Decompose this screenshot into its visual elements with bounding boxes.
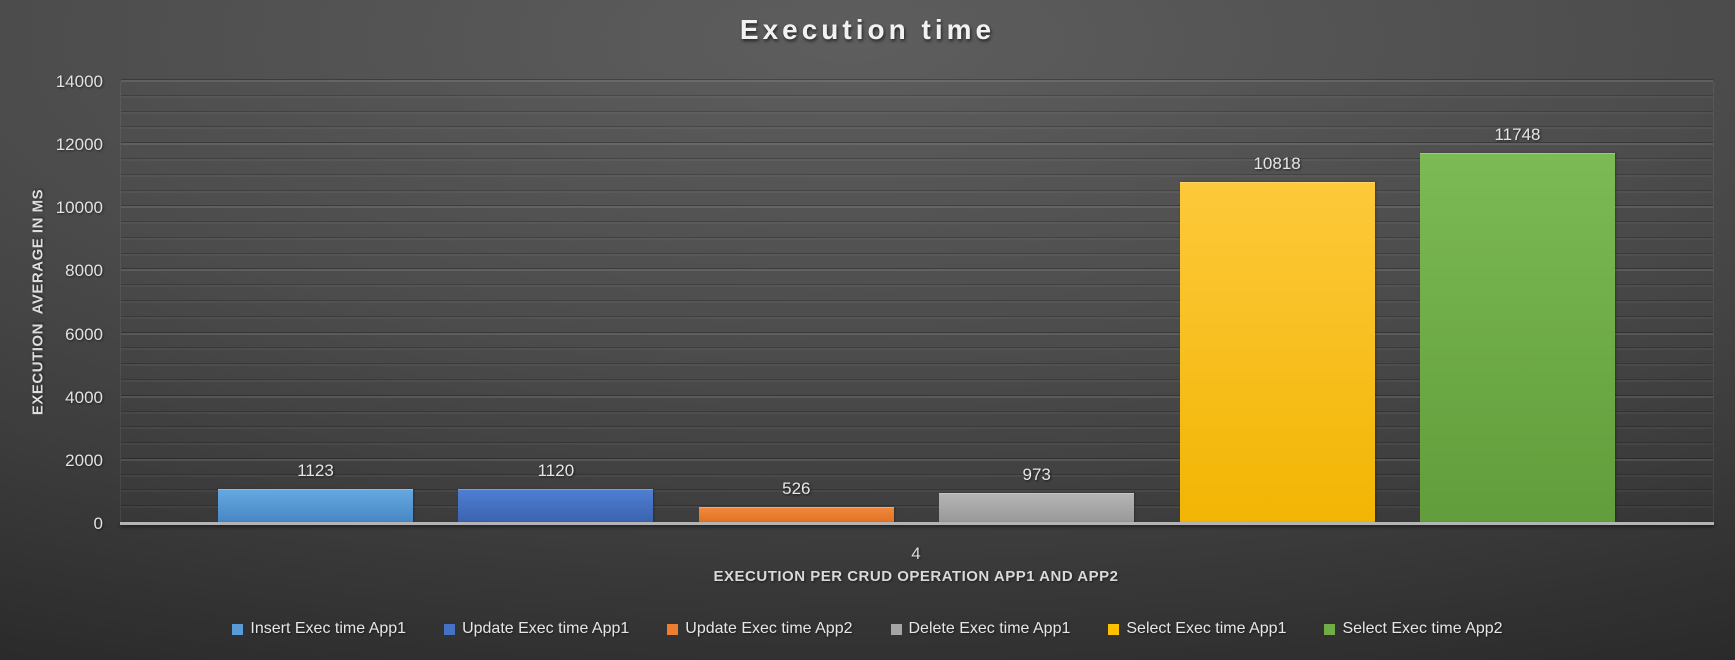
major-gridline — [121, 269, 1713, 272]
plot-area: 1123 1120 526 973 10818 11748 — [120, 80, 1714, 525]
minor-gridline — [121, 411, 1713, 414]
bar-delete-exec-time-app1[interactable] — [939, 493, 1135, 524]
minor-gridline — [121, 379, 1713, 382]
bar-insert-exec-time-app1[interactable] — [218, 488, 413, 524]
minor-gridline — [121, 506, 1713, 509]
chart-title: Execution time — [739, 14, 996, 45]
bar-select-exec-time-app2[interactable] — [1420, 153, 1615, 524]
minor-gridline — [121, 474, 1713, 477]
legend-item-delete-exec-time-app1[interactable]: Delete Exec time App1 — [890, 620, 1071, 638]
x-axis-line — [120, 522, 1714, 525]
major-gridline — [121, 332, 1713, 335]
minor-gridline — [121, 364, 1713, 367]
minor-gridline — [121, 127, 1713, 130]
y-tick-label: 2000 — [65, 450, 103, 470]
minor-gridline — [121, 237, 1713, 240]
legend-swatch — [890, 623, 902, 635]
grid-layer — [121, 80, 1713, 524]
legend-swatch — [232, 623, 244, 635]
legend-item-select-exec-time-app2[interactable]: Select Exec time App2 — [1324, 620, 1503, 638]
legend-swatch — [667, 623, 679, 635]
legend-item-select-exec-time-app1[interactable]: Select Exec time App1 — [1108, 620, 1286, 638]
legend-label: Select Exec time App1 — [1126, 620, 1287, 637]
data-label: 11748 — [1494, 125, 1541, 145]
minor-gridline — [121, 490, 1713, 493]
data-label: 526 — [782, 479, 811, 499]
minor-gridline — [121, 190, 1713, 193]
bar-update-exec-time-app2[interactable] — [698, 507, 894, 524]
legend: Insert Exec time App1 Update Exec time Ap… — [0, 620, 1735, 638]
legend-swatch — [444, 623, 456, 635]
y-tick-label: 12000 — [55, 135, 103, 155]
y-axis-ticks: 0 2000 4000 6000 8000 10000 12000 14000 — [0, 0, 103, 660]
y-tick-label: 4000 — [65, 387, 103, 407]
minor-gridline — [121, 174, 1713, 177]
major-gridline — [121, 458, 1713, 461]
legend-label: Insert Exec time App1 — [250, 620, 407, 637]
legend-label: Delete Exec time App1 — [908, 620, 1071, 637]
legend-label: Update Exec time App1 — [462, 620, 630, 637]
minor-gridline — [121, 301, 1713, 303]
y-tick-label: 8000 — [65, 261, 103, 281]
y-tick-label: 10000 — [55, 198, 103, 218]
legend-label: Select Exec time App2 — [1342, 620, 1503, 637]
minor-gridline — [121, 95, 1713, 98]
x-tick-label: 4 — [911, 544, 921, 563]
minor-gridline — [121, 348, 1713, 351]
data-label: 973 — [1022, 465, 1051, 485]
bar-select-exec-time-app1[interactable] — [1179, 182, 1375, 524]
legend-item-update-exec-time-app1[interactable]: Update Exec time App1 — [444, 620, 629, 638]
minor-gridline — [121, 443, 1713, 446]
major-gridline — [121, 206, 1713, 209]
bars-layer: 1123 1120 526 973 10818 11748 — [121, 82, 1713, 524]
bar-update-exec-time-app1[interactable] — [458, 488, 654, 524]
data-label: 1120 — [537, 460, 575, 480]
legend-item-insert-exec-time-app1[interactable]: Insert Exec time App1 — [232, 620, 406, 638]
y-tick-label: 14000 — [55, 72, 103, 91]
minor-gridline — [121, 222, 1713, 225]
y-tick-label: 0 — [93, 514, 103, 533]
minor-gridline — [121, 111, 1713, 114]
minor-gridline — [121, 316, 1713, 319]
legend-swatch — [1324, 623, 1336, 635]
y-tick-label: 6000 — [65, 324, 103, 344]
major-gridline — [121, 143, 1713, 146]
minor-gridline — [121, 253, 1713, 256]
major-gridline — [121, 80, 1713, 82]
legend-swatch — [1108, 623, 1120, 635]
major-gridline — [121, 395, 1713, 398]
minor-gridline — [121, 285, 1713, 288]
minor-gridline — [121, 158, 1713, 161]
legend-item-update-exec-time-app2[interactable]: Update Exec time App2 — [667, 620, 853, 638]
data-label: 1123 — [297, 460, 334, 480]
x-axis-title: EXECUTION PER CRUD OPERATION APP1 AND AP… — [713, 568, 1119, 585]
minor-gridline — [121, 427, 1713, 430]
legend-label: Update Exec time App2 — [685, 620, 853, 637]
data-label: 10818 — [1253, 154, 1301, 174]
